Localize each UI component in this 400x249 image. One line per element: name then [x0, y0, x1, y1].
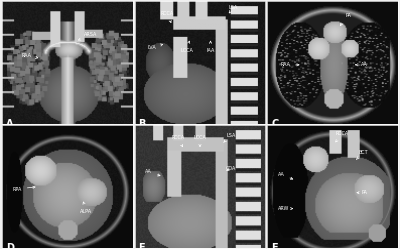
Text: RAA: RAA — [22, 53, 38, 59]
Text: D: D — [6, 243, 14, 249]
Text: PA: PA — [357, 190, 368, 195]
Text: ALPA: ALPA — [80, 202, 92, 214]
Text: IAA: IAA — [206, 41, 215, 53]
Text: RAA: RAA — [280, 62, 299, 67]
Text: E: E — [138, 243, 145, 249]
Text: RCCA: RCCA — [335, 131, 348, 142]
Text: LCCA: LCCA — [180, 41, 193, 53]
Text: RCCA: RCCA — [161, 11, 174, 23]
Text: RPA: RPA — [12, 186, 35, 191]
Text: F: F — [271, 243, 278, 249]
Text: BCT: BCT — [356, 150, 368, 160]
Text: COA: COA — [226, 166, 236, 171]
Text: ARW: ARW — [278, 206, 293, 211]
Text: LSA: LSA — [224, 133, 236, 142]
Text: LCCA: LCCA — [194, 135, 206, 147]
Text: ARSA: ARSA — [78, 32, 98, 40]
Text: LSA: LSA — [229, 5, 238, 13]
Text: B: B — [138, 119, 146, 129]
Text: LVA: LVA — [148, 44, 163, 50]
Text: PA: PA — [340, 13, 352, 25]
Text: C: C — [271, 119, 278, 129]
Text: A: A — [6, 119, 14, 129]
Text: AA: AA — [145, 169, 160, 176]
Text: AA: AA — [278, 172, 293, 179]
Text: AA: AA — [356, 62, 368, 67]
Text: RCCA: RCCA — [171, 135, 184, 147]
